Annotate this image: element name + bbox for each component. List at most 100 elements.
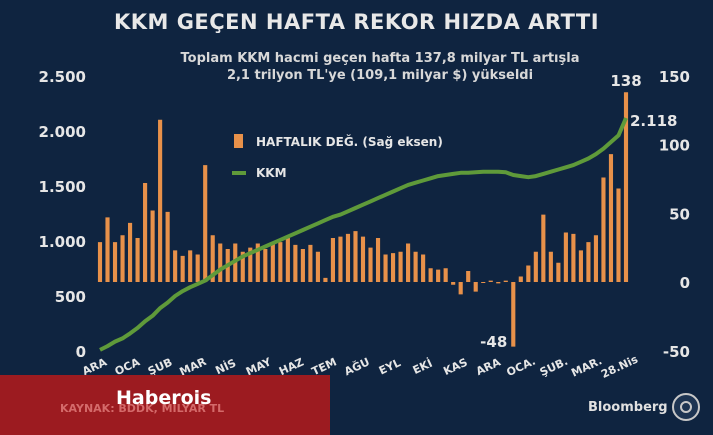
weekly-change-bar <box>406 243 411 282</box>
left-tick-label: 2.000 <box>39 123 86 141</box>
weekly-change-bar <box>330 238 336 282</box>
x-tick-label: ARA <box>474 355 503 378</box>
kkm-line-series <box>99 117 628 352</box>
weekly-change-bar <box>353 231 358 282</box>
annotation-min-weekly: -48 <box>480 333 507 351</box>
weekly-change-bar <box>293 244 298 282</box>
weekly-change-bar <box>105 217 110 282</box>
weekly-change-bar <box>195 254 200 282</box>
weekly-change-bar <box>383 254 388 282</box>
x-tick-label: EYL <box>377 356 403 377</box>
weekly-change-bar <box>270 243 275 282</box>
weekly-change-bar <box>563 232 568 282</box>
weekly-change-bar <box>210 235 215 282</box>
weekly-change-bar <box>451 282 456 285</box>
weekly-change-bar <box>255 243 260 282</box>
weekly-change-bar <box>473 282 478 292</box>
left-axis: 0 500 1.000 1.500 2.000 2.500 <box>39 68 86 361</box>
weekly-change-bar <box>263 249 268 282</box>
weekly-change-bar <box>593 235 599 282</box>
weekly-change-bar <box>421 254 426 282</box>
weekly-change-bar <box>375 238 381 282</box>
weekly-change-bar <box>533 251 538 282</box>
source-text: KAYNAK: BDDK, MİLYAR TL <box>60 402 225 415</box>
weekly-change-bar <box>608 154 614 282</box>
x-tick-label: AĞU <box>342 355 371 378</box>
weekly-change-bar <box>571 233 576 282</box>
right-tick-label: -50 <box>663 343 690 361</box>
x-tick-label: EKİ <box>410 356 434 377</box>
weekly-change-bar <box>458 282 463 295</box>
weekly-change-bar <box>601 177 606 282</box>
weekly-change-bar <box>548 251 553 282</box>
weekly-change-bar <box>150 210 155 282</box>
x-tick-label: MAR. <box>569 354 604 379</box>
weekly-change-bar <box>285 238 290 282</box>
weekly-change-bar <box>436 269 441 282</box>
weekly-change-bar <box>240 251 245 282</box>
right-axis: -50 0 50 100 150 <box>659 68 690 361</box>
weekly-change-bar <box>248 247 253 282</box>
weekly-change-bar <box>97 242 103 282</box>
weekly-change-bar <box>338 236 343 282</box>
weekly-change-bar <box>541 214 546 282</box>
chart-title: KKM GEÇEN HAFTA REKOR HIZDA ARTTI <box>113 10 600 34</box>
right-tick-label: 150 <box>659 68 690 86</box>
weekly-change-bar <box>443 268 448 282</box>
left-tick-label: 1.000 <box>39 233 86 251</box>
weekly-change-bar <box>398 251 403 282</box>
weekly-change-bar <box>616 188 621 282</box>
x-tick-label: OCA. <box>505 355 538 380</box>
weekly-change-bar <box>390 253 396 282</box>
chart-subtitle: Toplam KKM hacmi geçen hafta 137,8 milya… <box>120 50 640 84</box>
weekly-change-bar <box>488 280 493 282</box>
left-tick-label: 500 <box>55 288 86 306</box>
x-tick-label: 28.Nis <box>599 353 640 381</box>
left-tick-label: 2.500 <box>39 68 86 86</box>
weekly-change-bar <box>203 165 208 282</box>
weekly-change-bar <box>368 247 373 282</box>
weekly-change-bar <box>481 282 486 283</box>
x-tick-label: ŞUB. <box>538 355 570 379</box>
watermark-logo: Haberois <box>116 387 212 409</box>
weekly-change-bar <box>496 282 501 284</box>
left-tick-label: 1.500 <box>39 178 86 196</box>
left-tick-label: 0 <box>76 343 86 361</box>
weekly-change-bar <box>518 276 523 282</box>
legend-bar-swatch <box>234 134 243 148</box>
annotation-kkm-total: 2.118 <box>630 112 677 130</box>
weekly-change-bar <box>158 119 163 282</box>
right-tick-label: 50 <box>669 205 690 223</box>
weekly-change-bar <box>112 242 118 282</box>
weekly-change-bar <box>323 277 328 282</box>
right-tick-label: 0 <box>680 274 690 292</box>
source-banner <box>0 375 330 435</box>
kkm-line <box>99 117 628 352</box>
weekly-change-bar <box>127 222 133 282</box>
weekly-change-bar <box>360 236 366 282</box>
x-tick-label: NİS <box>213 356 238 378</box>
right-tick-label: 100 <box>659 137 690 155</box>
weekly-change-bar <box>511 282 516 347</box>
weekly-change-bar <box>188 250 193 282</box>
legend-line-label: KKM <box>256 166 287 180</box>
legend: HAFTALIK DEĞ. (Sağ eksen) KKM <box>232 134 443 180</box>
subtitle-line-1: Toplam KKM hacmi geçen hafta 137,8 milya… <box>180 51 580 66</box>
legend-bar-label: HAFTALIK DEĞ. (Sağ eksen) <box>256 134 443 149</box>
annotations: 138 2.118 -48 <box>480 72 677 351</box>
weekly-change-bar <box>315 251 320 282</box>
weekly-change-bar <box>503 280 508 282</box>
weekly-change-bar <box>218 243 223 282</box>
weekly-change-bar <box>428 268 433 282</box>
weekly-change-bar <box>586 242 591 282</box>
subtitle-line-2: 2,1 trilyon TL'ye (109,1 milyar $) yükse… <box>226 68 534 83</box>
weekly-change-bar <box>345 233 351 282</box>
annotation-max-weekly: 138 <box>610 72 641 90</box>
weekly-change-bar <box>143 183 148 282</box>
weekly-change-bar <box>413 251 418 282</box>
weekly-change-bars <box>97 92 629 347</box>
weekly-change-bar <box>278 242 283 282</box>
weekly-change-bar <box>466 271 471 282</box>
